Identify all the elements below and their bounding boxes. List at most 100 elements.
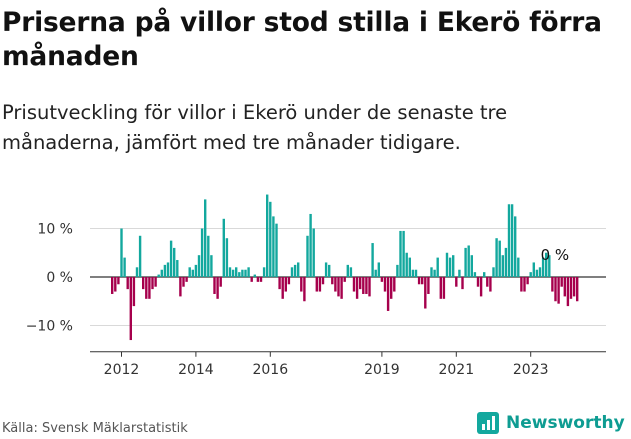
- bar: [399, 230, 402, 277]
- bar: [210, 255, 213, 277]
- bar: [176, 260, 179, 277]
- bar: [551, 277, 554, 292]
- bar: [157, 274, 160, 277]
- bar: [293, 264, 297, 278]
- tick-labels: 10 % 0 % −10 % 2012 2014 2016 2019 2021 2023 0 %: [26, 222, 570, 378]
- bar: [241, 269, 244, 277]
- bar: [421, 277, 424, 285]
- bar: [179, 277, 182, 297]
- bar: [576, 277, 579, 302]
- bar: [160, 269, 163, 277]
- bar: [262, 267, 266, 277]
- bar: [331, 277, 334, 285]
- bar: [188, 267, 191, 277]
- bar: [486, 277, 489, 287]
- bar: [343, 277, 346, 282]
- bar: [424, 277, 427, 309]
- bar: [185, 277, 188, 282]
- bar: [507, 204, 511, 277]
- bar: [204, 199, 207, 277]
- bar: [442, 277, 446, 299]
- chart-subtitle: Prisutveckling för villor i Ekerö under …: [2, 101, 508, 154]
- bar: [563, 277, 566, 297]
- bar: [231, 269, 235, 277]
- y-tick-label: 10 %: [37, 222, 73, 238]
- bar: [390, 277, 393, 299]
- bar: [572, 277, 576, 297]
- bar: [470, 255, 473, 277]
- axes: [90, 351, 606, 357]
- bar: [132, 277, 136, 307]
- bar: [408, 257, 411, 277]
- bar: [151, 277, 154, 290]
- bar-chart: 10 % 0 % −10 % 2012 2014 2016 2019 2021 2023 0 %: [26, 194, 606, 378]
- bar: [111, 277, 114, 294]
- bar: [340, 277, 343, 299]
- bar: [250, 277, 253, 282]
- bar: [548, 255, 551, 277]
- bar: [238, 272, 241, 277]
- bar: [328, 264, 331, 278]
- bar: [359, 277, 362, 290]
- chart-title: Priserna på villor stod stilla i Ekerö f…: [2, 7, 602, 72]
- bar: [207, 235, 210, 277]
- bar: [535, 269, 539, 277]
- bar: [448, 257, 452, 277]
- bar: [368, 277, 371, 297]
- bar: [166, 262, 170, 277]
- bar: [495, 238, 498, 277]
- y-tick-label: 0 %: [46, 270, 73, 286]
- bar: [554, 277, 557, 302]
- bar: [566, 277, 570, 307]
- bar: [219, 277, 222, 287]
- x-tick-label: 2014: [178, 362, 214, 378]
- bar: [281, 277, 284, 299]
- bar: [290, 267, 294, 277]
- bar: [163, 264, 167, 278]
- x-tick-label: 2016: [252, 362, 288, 378]
- newsworthy-logo: Newsworthy: [476, 410, 625, 436]
- bar: [380, 277, 384, 282]
- bar: [433, 269, 436, 277]
- bar: [393, 277, 396, 292]
- bar: [374, 269, 377, 277]
- bar: [269, 201, 272, 277]
- bar: [517, 257, 520, 277]
- bar: [365, 277, 368, 294]
- bar: [318, 277, 322, 292]
- bar: [417, 277, 421, 285]
- bar: [235, 267, 238, 277]
- bar: [142, 277, 145, 290]
- bar: [138, 235, 142, 277]
- y-tick-label: −10 %: [26, 319, 73, 335]
- bar: [436, 257, 439, 277]
- bar: [225, 238, 229, 277]
- bar: [498, 240, 501, 278]
- bar: [504, 247, 508, 277]
- bar: [510, 204, 514, 277]
- bar: [526, 277, 529, 285]
- bar: [297, 262, 300, 277]
- bar: [402, 230, 405, 277]
- bar: [228, 267, 232, 277]
- bar: [114, 277, 117, 292]
- bar: [386, 277, 390, 311]
- bar: [200, 228, 204, 277]
- bar: [123, 257, 126, 277]
- bar: [244, 269, 247, 277]
- bar: [383, 277, 387, 292]
- bar: [557, 277, 560, 304]
- bar: [520, 277, 523, 292]
- bar: [411, 269, 415, 277]
- bar: [355, 277, 359, 299]
- bar: [272, 216, 275, 278]
- bar: [129, 277, 132, 341]
- bar: [135, 267, 139, 277]
- bar: [194, 264, 198, 278]
- bar: [253, 274, 256, 277]
- bar: [541, 257, 545, 277]
- bar: [287, 277, 291, 285]
- bar: [529, 272, 532, 277]
- bar: [312, 228, 315, 277]
- newsworthy-icon: [477, 412, 499, 434]
